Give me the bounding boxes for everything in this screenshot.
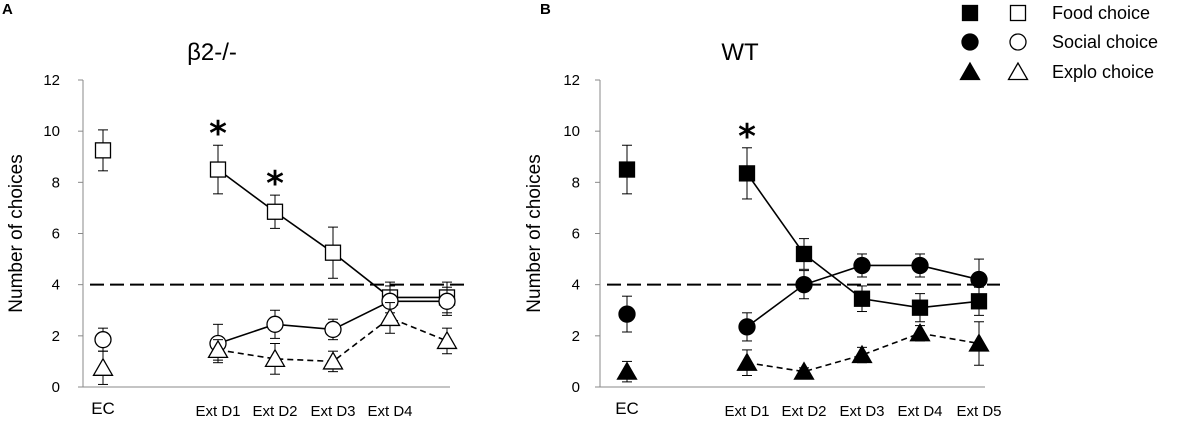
data-point — [436, 330, 458, 350]
data-point — [94, 331, 112, 349]
y-tick-label: 0 — [52, 379, 60, 396]
data-point — [266, 203, 284, 220]
x-tick-label: Ext D3 — [310, 403, 355, 420]
y-axis-label: Number of choices — [6, 154, 27, 312]
y-tick-label: 10 — [43, 123, 60, 140]
chart-panel-b: B WT 0 2 4 6 8 10 12 Number of choices EC Ext D1 Ext… — [524, 1, 1002, 420]
x-tick-label: Ext D2 — [252, 403, 297, 420]
y-tick-label: 0 — [572, 379, 580, 396]
data-point — [438, 292, 456, 310]
legend-marker-open — [1009, 4, 1027, 22]
y-tick-label: 10 — [563, 123, 580, 140]
data-point — [618, 161, 636, 178]
x-tick-label: Ext D4 — [367, 403, 412, 420]
data-point — [968, 333, 990, 352]
legend-marker-filled — [959, 61, 981, 81]
y-tick-label: 4 — [52, 277, 60, 294]
x-tick-label: Ext D5 — [956, 403, 1001, 420]
data-point — [738, 165, 756, 182]
data-point — [738, 318, 756, 336]
legend-label: Explo choice — [1052, 62, 1154, 82]
y-tick-label: 12 — [563, 72, 580, 89]
legend-marker-open — [1007, 61, 1029, 81]
y-tick-label: 8 — [572, 174, 580, 191]
data-point — [379, 307, 401, 327]
y-tick-label: 2 — [52, 328, 60, 345]
y-tick-label: 8 — [52, 174, 60, 191]
legend-marker-filled — [961, 4, 979, 22]
x-tick-label: Ext D1 — [195, 403, 240, 420]
y-tick-label: 12 — [43, 72, 60, 89]
data-point — [322, 351, 344, 370]
data-point — [795, 245, 813, 263]
chart-title: WT — [721, 39, 759, 66]
significance-star: * — [209, 114, 227, 154]
significance-star: * — [266, 164, 284, 204]
series-social-choice — [618, 253, 988, 342]
data-point — [324, 320, 342, 339]
x-tick-label: Ext D2 — [781, 403, 826, 420]
legend-entry-triangle: Explo choice — [959, 61, 1154, 82]
series-food-choice — [618, 144, 988, 323]
data-point — [851, 344, 873, 364]
data-point — [736, 352, 758, 371]
significance-star: * — [738, 117, 756, 157]
legend-label: Social choice — [1052, 32, 1158, 52]
legend-entry-square: Food choice — [961, 3, 1150, 23]
chart-panel-a: Aβ2-/- 0 2 4 6 8 10 12 Number of choices EC Ext D1… — [2, 1, 465, 420]
data-point — [909, 322, 931, 342]
y-tick-label: 2 — [572, 328, 580, 345]
y-tick-label: 6 — [572, 226, 580, 243]
data-point — [795, 276, 813, 294]
data-point — [616, 361, 638, 380]
data-point — [911, 256, 929, 275]
x-tick-label: Ext D1 — [724, 403, 769, 420]
chart-title: β2-/- — [187, 39, 237, 66]
x-tick-label: Ext D4 — [897, 403, 942, 420]
legend: Food choice Social choice Explo choice — [959, 3, 1158, 82]
data-point — [264, 348, 286, 368]
y-axis-label: Number of choices — [524, 154, 545, 312]
panel-letter: A — [2, 1, 13, 18]
y-tick-label: 4 — [572, 277, 580, 294]
data-point — [207, 339, 229, 359]
legend-marker-open — [1009, 33, 1027, 51]
legend-label: Food choice — [1052, 3, 1150, 23]
data-point — [970, 270, 988, 289]
series-explo-choice — [92, 302, 458, 385]
data-point — [853, 290, 871, 307]
data-point — [92, 357, 114, 376]
x-tick-label: EC — [91, 399, 115, 418]
data-point — [853, 256, 871, 275]
data-point — [793, 361, 815, 380]
data-point — [94, 142, 112, 159]
y-tick-label: 6 — [52, 226, 60, 243]
data-point — [911, 299, 929, 316]
series-explo-choice — [616, 321, 990, 383]
series-line — [746, 172, 980, 309]
data-point — [266, 315, 284, 333]
legend-marker-filled — [961, 33, 979, 51]
panel-letter: B — [540, 1, 551, 18]
x-tick-label: EC — [615, 399, 639, 418]
data-point — [324, 244, 342, 261]
legend-entry-circle: Social choice — [961, 32, 1158, 52]
data-point — [209, 161, 227, 178]
data-point — [618, 305, 636, 323]
x-tick-label: Ext D3 — [839, 403, 884, 420]
